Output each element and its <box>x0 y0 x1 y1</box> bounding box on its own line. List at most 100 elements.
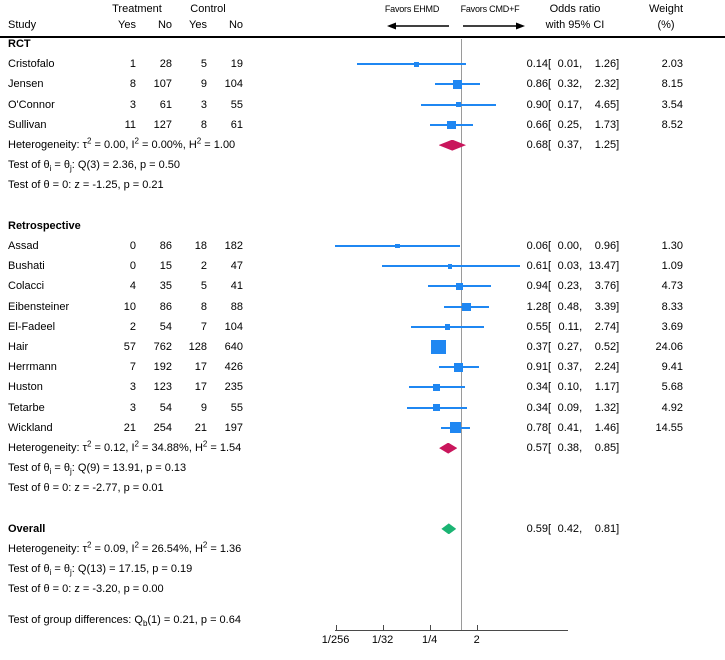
odds-ratio-value: 0.94 [0.23, 3.76] <box>518 276 620 296</box>
or-text-part: , <box>579 401 583 414</box>
count-value: 5 <box>200 58 207 71</box>
odds-ratio-value: 0.68 [0.37, 1.25] <box>518 135 620 155</box>
count-value: 182 <box>224 240 243 252</box>
count-value: 54 <box>159 320 172 333</box>
study-row: Huston 3 123 17 235 0.34 [0.10, 1.17] 5.68 <box>0 377 725 397</box>
count-value: 254 <box>153 421 172 434</box>
count-value: 88 <box>230 300 243 313</box>
or-text-part: 4.65 <box>594 98 617 111</box>
effect-size-marker <box>431 339 446 355</box>
effect-size-marker <box>454 362 464 372</box>
odds-ratio-value: 0.55 [0.11, 2.74] <box>518 317 620 337</box>
weight-value: 3.54 <box>661 98 683 111</box>
or-text-part: , <box>579 442 583 454</box>
or-text-part: , <box>579 118 583 131</box>
count-value: 235 <box>224 381 243 394</box>
control-yes-header: Yes <box>189 19 207 31</box>
confidence-interval-line <box>356 63 467 66</box>
stat-note: Test of θi = θj: Q(3) = 2.36, p = 0.50 <box>8 159 181 174</box>
count-value: 86 <box>159 240 172 252</box>
study-row: Assad 0 86 18 182 0.06 [0.00, 0.96] 1.30 <box>0 236 725 256</box>
group-name: Overall <box>8 522 46 535</box>
or-text-part: 0.96 <box>594 240 617 252</box>
or-text-part: 0.81 <box>594 522 617 535</box>
odds-ratio-value: 1.28 [0.48, 3.39] <box>518 297 620 317</box>
effect-size-marker <box>453 80 462 89</box>
count-value: 8 <box>129 78 136 91</box>
odds-ratio-value: 0.66 [0.25, 1.73] <box>518 115 620 135</box>
stat-note: Test of θ = 0: z = -3.20, p = 0.00 <box>8 583 164 596</box>
favors-left-arrow-icon <box>387 22 449 30</box>
or-text-part: , <box>579 300 583 313</box>
weight-value: 5.68 <box>661 381 683 394</box>
or-text-part: , <box>579 381 583 394</box>
or-text-part: ] <box>616 58 620 71</box>
count-value: 3 <box>129 98 136 111</box>
odds-ratio-value: 0.90 [0.17, 4.65] <box>518 95 620 115</box>
count-value: 61 <box>159 98 172 111</box>
group-differences-row: Test of group differences: Qb(1) = 0.21,… <box>0 610 725 630</box>
subgroup-summary-row: Heterogeneity: τ2 = 0.12, I2 = 34.88%, H… <box>0 438 725 458</box>
study-row: O'Connor 3 61 3 55 0.90 [0.17, 4.65] 3.54 <box>0 95 725 115</box>
or-text-part: , <box>579 320 583 333</box>
or-text-part: ] <box>616 341 620 353</box>
control-no-header: No <box>228 19 243 31</box>
count-value: 11 <box>124 118 136 131</box>
or-text-part: 0.41 <box>557 421 580 434</box>
or-text-part: 0.14 <box>526 58 548 71</box>
or-text-part: 0.42 <box>557 522 580 535</box>
or-text-part: ] <box>616 139 620 151</box>
count-value: 3 <box>129 381 136 394</box>
or-text-part: 0.37 <box>557 361 580 374</box>
count-value: 28 <box>159 58 172 71</box>
odds-ratio-value: 0.78 [0.41, 1.46] <box>518 418 620 438</box>
study-column-header: Study <box>8 19 37 31</box>
or-text-part: ] <box>616 421 620 434</box>
effect-size-marker <box>433 384 441 391</box>
weight-value: 9.41 <box>661 361 683 374</box>
count-value: 55 <box>230 98 243 111</box>
study-name: Wickland <box>8 421 53 434</box>
study-row: Eibensteiner 10 86 8 88 1.28 [0.48, 3.39] 8.33 <box>0 297 725 317</box>
treatment-no-header: No <box>157 19 172 31</box>
or-text-part: 0.10 <box>557 381 580 394</box>
effect-size-marker <box>444 324 451 330</box>
x-axis-tick <box>382 625 384 630</box>
or-text-part: 0.66 <box>526 118 548 131</box>
stat-note-row: Test of θ = 0: z = -2.77, p = 0.01 <box>0 478 725 498</box>
study-name: Eibensteiner <box>8 300 70 313</box>
study-row: Colacci 4 35 5 41 0.94 [0.23, 3.76] 4.73 <box>0 276 725 296</box>
weight-value: 4.92 <box>661 401 683 414</box>
count-value: 426 <box>224 361 243 374</box>
or-text-part: [ <box>548 300 552 313</box>
group-header-row: Retrospective <box>0 216 725 236</box>
heterogeneity-note: Heterogeneity: τ2 = 0.00, I2 = 0.00%, H2… <box>8 136 236 151</box>
or-text-part: 1.25 <box>594 139 617 151</box>
count-value: 54 <box>159 401 172 414</box>
study-name: Assad <box>8 240 39 252</box>
odds-ratio-value: 0.37 [0.27, 0.52] <box>518 337 620 357</box>
effect-size-marker <box>456 283 463 290</box>
stat-note-row: Test of θi = θj: Q(13) = 17.15, p = 0.19 <box>0 559 725 579</box>
count-value: 197 <box>224 421 243 434</box>
effect-size-marker <box>395 243 400 249</box>
count-value: 18 <box>194 240 207 252</box>
or-text-part: ] <box>616 361 620 374</box>
or-text-part: 1.46 <box>594 421 617 434</box>
study-name: El-Fadeel <box>8 320 56 333</box>
or-text-part: ] <box>616 442 620 454</box>
summary-diamond <box>438 139 467 151</box>
or-text-part: ] <box>616 300 620 313</box>
weight-value: 2.03 <box>661 58 683 71</box>
count-value: 19 <box>230 58 243 71</box>
group-name: RCT <box>8 38 31 50</box>
or-text-part: 0.23 <box>557 280 580 293</box>
count-value: 86 <box>159 300 172 313</box>
x-axis-tick-label: 1/32 <box>371 634 394 646</box>
or-text-part: ] <box>616 522 620 535</box>
or-text-part: 13.47 <box>588 260 617 273</box>
or-text-part: 0.52 <box>594 341 617 353</box>
or-text-part: 0.09 <box>557 401 580 414</box>
count-value: 9 <box>200 78 207 91</box>
count-value: 0 <box>129 260 136 273</box>
